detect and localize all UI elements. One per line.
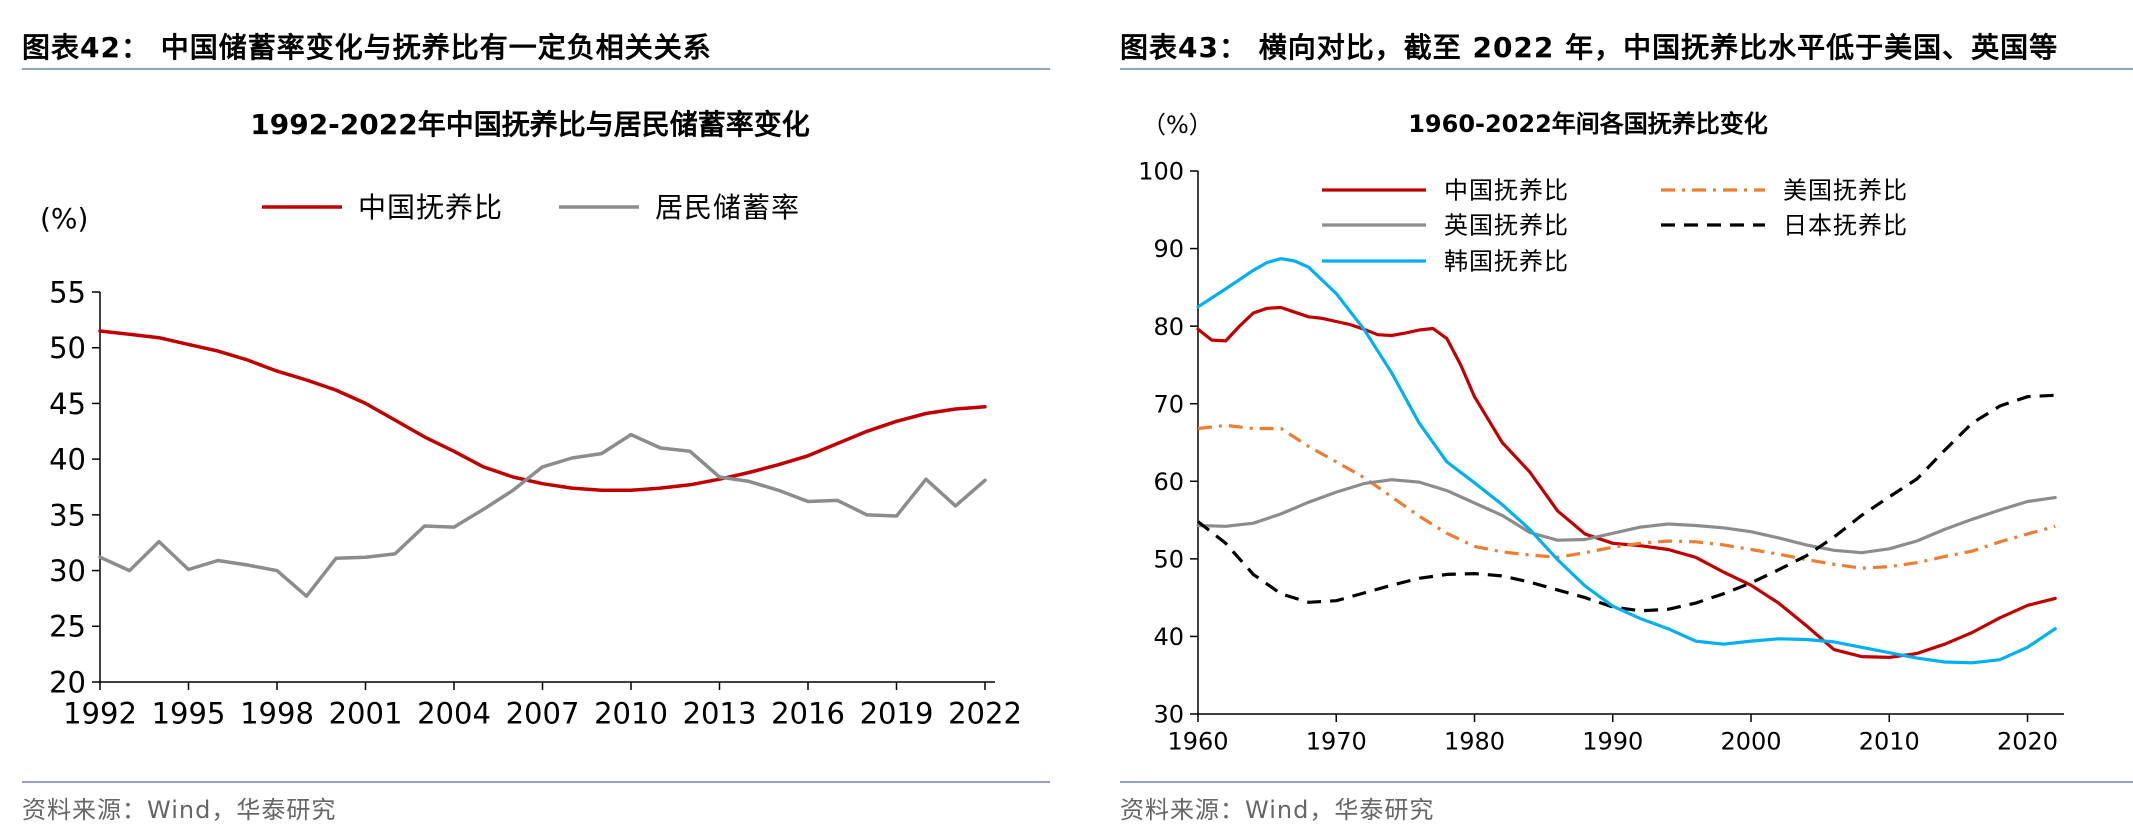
x-tick-label: 2007 [506,696,580,730]
x-tick-label: 2013 [683,696,757,730]
x-tick-label: 1992 [63,696,137,730]
y-tick-label: 50 [1153,545,1184,573]
y-tick-label: 40 [1153,623,1184,651]
savings-dependency-chart: 1992-2022年中国抚养比与居民储蓄率变化 (%) 20 25 30 35 40 45 50… [40,108,1022,730]
chart-title: 1992-2022年中国抚养比与居民储蓄率变化 [250,108,809,141]
x-tick-label: 2020 [1997,728,2058,756]
figure-42-panel: 图表42： 中国储蓄率变化与抚养比有一定负相关关系 1992-2022年中国抚养… [0,0,1050,837]
y-tick-label: 70 [1153,390,1184,418]
x-tick-label: 2019 [860,696,934,730]
legend-label-0: 中国抚养比 [1444,177,1569,205]
x-tick-label: 2022 [948,696,1022,730]
series-line-1 [98,432,987,598]
y-tick-label: 60 [1153,468,1184,496]
y-tick-label: 100 [1138,158,1184,186]
heading-rule [22,68,1050,70]
figure-43-panel: 图表43： 横向对比，截至 2022 年，中国抚养比水平低于美国、英国等 196… [1098,0,2133,837]
series-line-1 [1197,423,2056,570]
series-line-3 [1197,393,2056,613]
legend-label-0: 中国抚养比 [358,191,503,224]
series-line-2 [1196,478,2057,555]
x-tick-label: 2010 [1859,728,1920,756]
figure-heading: 图表43： 横向对比，截至 2022 年，中国抚养比水平低于美国、英国等 [1120,31,2059,64]
y-tick-label: 35 [49,498,86,532]
y-axis-unit: （%） [1142,111,1213,139]
y-tick-label: 20 [49,665,86,699]
x-tick-label: 1960 [1167,728,1228,756]
x-tick-label: 2004 [417,696,491,730]
x-tick-label: 1990 [1582,728,1643,756]
y-tick-label: 45 [49,387,86,421]
y-tick-label: 50 [49,331,86,365]
series-line-0 [1196,305,2057,660]
x-tick-label: 1998 [240,696,314,730]
figure-heading: 图表42： 中国储蓄率变化与抚养比有一定负相关关系 [22,31,712,64]
heading-rule [1120,68,2133,70]
y-tick-label: 30 [1153,701,1184,729]
x-tick-label: 2000 [1720,728,1781,756]
x-tick-label: 2010 [594,696,668,730]
footer-rule [22,781,1050,783]
y-axis-unit: (%) [40,202,88,235]
legend-label-2: 英国抚养比 [1444,212,1569,240]
legend-label-3: 日本抚养比 [1783,212,1908,240]
x-tick-label: 1970 [1306,728,1367,756]
y-tick-label: 40 [49,443,86,477]
legend-label-4: 韩国抚养比 [1444,248,1569,276]
country-dependency-chart: 1960-2022年间各国抚养比变化 （%） 30 40 50 60 70 80 90 100 19… [1138,110,2064,756]
legend-label-1: 美国抚养比 [1783,177,1908,205]
x-tick-label: 1980 [1444,728,1505,756]
source-note: 资料来源：Wind，华泰研究 [22,796,337,824]
series-line-4 [1196,257,2057,665]
y-tick-label: 30 [49,554,86,588]
x-tick-label: 2016 [771,696,845,730]
series-line-0 [98,329,987,493]
source-note: 资料来源：Wind，华泰研究 [1120,796,1435,824]
y-tick-label: 25 [49,610,86,644]
y-tick-label: 80 [1153,313,1184,341]
legend-label-1: 居民储蓄率 [655,191,800,224]
x-tick-label: 2001 [329,696,403,730]
y-tick-label: 55 [49,275,86,309]
x-tick-label: 1995 [152,696,226,730]
footer-rule [1120,781,2133,783]
y-tick-label: 90 [1153,235,1184,263]
chart-title: 1960-2022年间各国抚养比变化 [1408,110,1768,138]
